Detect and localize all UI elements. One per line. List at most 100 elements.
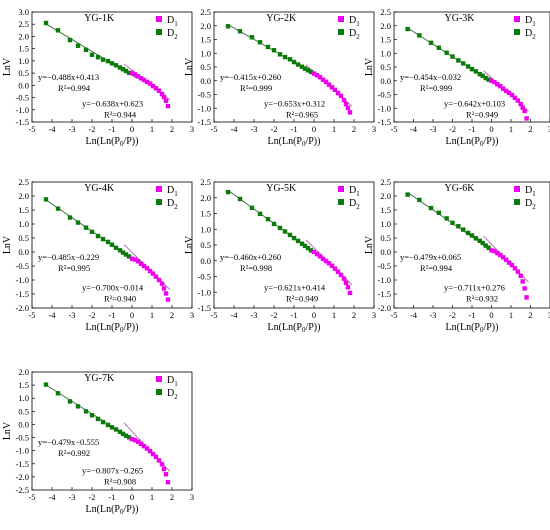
data-point-d2	[291, 59, 297, 65]
y-tick-label: -2.0	[378, 303, 391, 313]
legend-marker-d2	[156, 29, 162, 35]
y-tick-label: 1.5	[200, 35, 211, 45]
x-tick-label: 3	[190, 310, 194, 320]
data-point-d1	[524, 116, 529, 121]
x-tick-label: -3	[429, 124, 436, 134]
data-point-d1	[150, 83, 156, 89]
x-tick-label: -3	[68, 310, 75, 320]
data-point-d1	[138, 76, 144, 81]
y-tick-label: -1.0	[198, 287, 211, 297]
data-point-d2	[417, 197, 422, 203]
data-point-d2	[473, 69, 479, 74]
data-point-d2	[417, 33, 422, 38]
data-point-d1	[520, 105, 525, 110]
equation-d1: y=−0.711x+0.276	[444, 282, 505, 292]
data-point-d2	[308, 248, 314, 253]
y-tick-label: 2.5	[200, 7, 211, 17]
legend-label-d2: D2	[525, 198, 536, 211]
legend-marker-d2	[514, 29, 520, 35]
data-point-d2	[291, 235, 297, 241]
panel-yg-7k: -5 -4 -3 -2 -1 0 1 2 3 2.0 1.5 1.0 0.5 0.0 -0.5 -1.0 -1.…	[2, 367, 194, 516]
data-point-d2	[113, 427, 119, 432]
y-tick-label: 1.5	[18, 380, 29, 390]
data-point-d1	[159, 462, 165, 467]
equation-d1: y=−0.807x−0.265	[82, 465, 143, 475]
x-tick-label: -2	[88, 492, 95, 502]
equation-d2: y=−0.488x+0.413	[38, 72, 99, 82]
x-tick-label: -4	[230, 124, 238, 134]
legend-marker-d1	[338, 16, 344, 22]
y-tick-label: 2.5	[380, 177, 391, 187]
data-point-d2	[109, 242, 115, 247]
r-squared-d2: R²=0.992	[58, 448, 90, 458]
legend-label-d2: D2	[349, 28, 360, 41]
data-point-d2	[43, 197, 49, 202]
y-tick-label: 0.5	[380, 233, 391, 243]
data-point-d2	[483, 75, 488, 81]
y-tick-label: 1.0	[380, 48, 391, 58]
data-point-d2	[75, 220, 81, 225]
data-point-d2	[95, 55, 101, 60]
y-axis-label: LnV	[2, 57, 13, 76]
y-tick-label: -1.0	[16, 275, 29, 285]
legend-marker-d1	[156, 376, 162, 382]
y-tick-label: 2.0	[18, 191, 29, 201]
legend-label-d2: D2	[167, 388, 178, 401]
x-tick-label: 0	[130, 124, 134, 134]
data-point-d2	[123, 252, 129, 257]
data-point-d1	[320, 256, 326, 262]
data-point-d2	[67, 215, 73, 220]
legend-marker-d2	[338, 199, 344, 205]
y-tick-label: -1.5	[16, 289, 29, 299]
x-axis-label: Ln(Ln(P0/P))	[446, 136, 499, 148]
equation-d2: y=−0.479x+0.065	[400, 252, 461, 262]
data-point-d1	[147, 448, 153, 454]
data-point-d2	[271, 221, 277, 227]
data-point-d1	[144, 446, 150, 451]
y-tick-label: 1.0	[380, 219, 391, 229]
data-point-d1	[147, 268, 153, 274]
y-tick-label: -1.5	[16, 459, 29, 469]
data-point-d1	[161, 286, 167, 291]
x-tick-label: 1	[150, 492, 154, 502]
y-tick-label: 2.5	[200, 177, 211, 187]
x-tick-label: -1	[290, 310, 297, 320]
data-point-d1	[518, 101, 523, 107]
data-point-d2	[302, 243, 308, 249]
data-point-d1	[341, 97, 347, 103]
y-tick-label: 0.5	[200, 240, 211, 250]
x-tick-label: -3	[68, 492, 75, 502]
x-tick-label: -2	[88, 310, 95, 320]
y-tick-label: 2.0	[380, 21, 391, 31]
y-tick-label: 2.5	[18, 177, 29, 187]
data-point-d2	[257, 211, 263, 217]
x-axis-label: Ln(Ln(P0/P))	[86, 504, 139, 516]
r-squared-d2: R²=0.995	[58, 263, 90, 273]
x-tick-label: -5	[390, 124, 397, 134]
data-point-d1	[341, 276, 347, 281]
data-point-d2	[100, 57, 106, 62]
data-point-d1	[335, 90, 341, 96]
data-point-d1	[326, 82, 332, 87]
x-tick-label: 0	[312, 124, 316, 134]
data-point-d2	[461, 61, 466, 66]
equation-d2: y=−0.479x−0.555	[38, 437, 99, 447]
y-tick-label: -1.5	[198, 117, 211, 127]
data-point-d1	[498, 252, 503, 258]
data-point-d1	[138, 441, 144, 447]
data-point-d2	[287, 232, 293, 238]
data-point-d2	[469, 233, 475, 238]
data-point-d2	[123, 68, 129, 74]
data-point-d1	[503, 257, 509, 263]
x-tick-label: -3	[250, 310, 257, 320]
data-point-d2	[117, 65, 123, 70]
data-point-d2	[113, 63, 119, 68]
data-point-d2	[83, 47, 89, 53]
data-point-d1	[317, 254, 323, 259]
data-point-d2	[287, 57, 293, 62]
y-tick-label: -1.0	[378, 103, 391, 113]
y-tick-label: -2.0	[16, 472, 29, 482]
y-tick-label: 0.5	[18, 406, 29, 416]
data-point-d1	[495, 82, 500, 87]
data-point-d2	[117, 248, 123, 253]
